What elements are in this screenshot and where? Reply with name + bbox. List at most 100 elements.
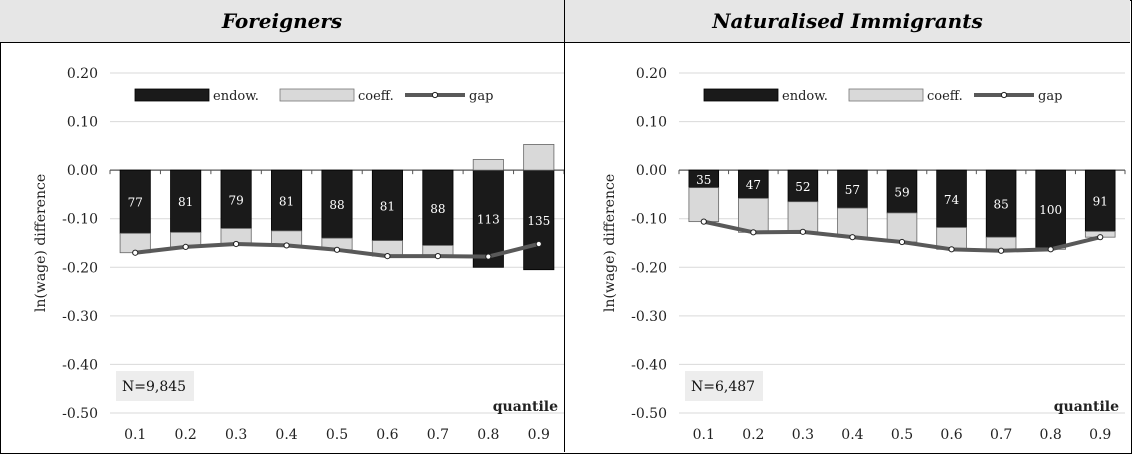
- gap-point: [849, 234, 856, 241]
- endow-bar: [837, 169, 868, 209]
- endow-bar: [738, 169, 769, 199]
- gap-point: [998, 247, 1005, 254]
- panel-title: Naturalised Immigrants: [565, 0, 1130, 43]
- panel-title: Foreigners: [0, 0, 564, 43]
- bar-value-label: 77: [128, 196, 143, 210]
- gap-point: [799, 228, 806, 235]
- y-tick-label: -0.40: [62, 357, 98, 373]
- endow-bar: [119, 169, 151, 234]
- y-tick-label: -0.30: [62, 309, 98, 325]
- y-tick-label: 0.00: [636, 163, 667, 179]
- sample-size-annotation: N=9,845: [122, 379, 186, 395]
- legend-label: endow.: [782, 89, 828, 104]
- bar-value-label: 52: [795, 180, 810, 194]
- gap-point: [535, 240, 542, 248]
- gap-point: [485, 253, 492, 260]
- x-tick-label: 0.8: [1040, 427, 1062, 443]
- coeff-bar: [787, 201, 819, 233]
- bar-value-label: 81: [279, 195, 294, 209]
- x-tick-label: 0.8: [477, 427, 499, 443]
- x-tick-label: 0.7: [427, 427, 449, 443]
- x-tick-label: 0.2: [742, 427, 764, 443]
- coeff-bar: [688, 187, 720, 223]
- bar-value-label: 79: [228, 193, 243, 207]
- endow-bar: [1035, 169, 1066, 249]
- legend-label: endow.: [213, 89, 259, 104]
- bar-value-label: 85: [993, 198, 1008, 212]
- y-tick-label: -0.20: [631, 260, 667, 276]
- chart-foreigners: 0.20 0.10 0.00 -0.10 -0.20 -0.30 -0.40 -0.50 ln(…: [33, 66, 564, 443]
- endow-bar: [886, 169, 918, 214]
- bar-value-label: 47: [746, 178, 761, 192]
- bar-value-label: 59: [894, 186, 909, 200]
- y-axis-label: ln(wage) difference: [602, 174, 618, 312]
- bar-value-label: 81: [178, 195, 193, 209]
- gap-point: [898, 238, 906, 246]
- annotation-box: [685, 371, 763, 401]
- x-tick-label: 0.3: [792, 427, 814, 443]
- legend-label: coeff.: [927, 89, 963, 104]
- legend-label: coeff.: [358, 89, 394, 104]
- x-tick-label: 0.6: [376, 427, 398, 443]
- legend-marker-gap: [431, 91, 439, 99]
- x-axis-label: quantile: [493, 399, 558, 415]
- x-tick-label: 0.7: [990, 427, 1012, 443]
- sample-size-annotation: N=6,487: [691, 379, 755, 395]
- gap-point: [750, 229, 757, 236]
- x-tick-label: 0.9: [528, 427, 550, 443]
- gap-point: [233, 240, 240, 248]
- bar-value-label: 74: [944, 193, 960, 207]
- coeff-bar: [738, 197, 769, 233]
- gap-point: [1097, 234, 1104, 241]
- coeff-bar: [523, 144, 555, 171]
- x-tick-label: 0.4: [841, 427, 863, 443]
- chart-naturalised: 0.20 0.10 0.00 -0.10 -0.20 -0.30 -0.40 -0.50 ln(…: [602, 66, 1126, 443]
- x-tick-label: 0.3: [225, 427, 247, 443]
- x-tick-label: 0.6: [940, 427, 962, 443]
- endow-bar: [422, 169, 454, 246]
- x-tick-label: 0.9: [1089, 427, 1111, 443]
- legend-swatch-coeff: [279, 88, 355, 102]
- x-tick-label: 0.5: [326, 427, 348, 443]
- endow-bar: [170, 169, 202, 233]
- bar-value-label: 81: [380, 199, 395, 213]
- y-tick-label: -0.20: [62, 260, 98, 276]
- x-tick-label: 0.5: [891, 427, 913, 443]
- gap-point: [1047, 246, 1054, 253]
- bar-value-label: 35: [696, 173, 711, 187]
- y-tick-label: -0.40: [631, 357, 667, 373]
- y-tick-label: -0.50: [631, 406, 667, 422]
- y-tick-label: 0.20: [636, 66, 667, 82]
- y-tick-label: 0.00: [67, 163, 98, 179]
- endow-bar: [220, 169, 252, 229]
- gap-point: [283, 242, 290, 249]
- panel-foreigners: Foreigners 0.20 0.10 0.00 -0.10 -0.20 -0.30 -0…: [0, 0, 565, 452]
- coeff-bar: [886, 212, 918, 243]
- endow-bar: [321, 169, 353, 239]
- legend-label: gap: [469, 89, 493, 104]
- x-tick-label: 0.1: [693, 427, 715, 443]
- bar-value-label: 88: [329, 198, 344, 212]
- x-tick-label: 0.2: [175, 427, 197, 443]
- legend-marker-gap: [1000, 91, 1008, 99]
- y-tick-label: 0.10: [67, 115, 98, 131]
- gap-point: [948, 246, 955, 253]
- gap-point: [700, 218, 707, 225]
- endow-bar: [787, 169, 819, 203]
- legend-label: gap: [1038, 89, 1062, 104]
- bar-value-label: 113: [477, 213, 500, 227]
- bar-value-label: 88: [430, 202, 445, 216]
- x-tick-label: 0.1: [124, 427, 146, 443]
- bar-value-label: 100: [1039, 203, 1062, 217]
- panel-naturalised: Naturalised Immigrants 0.20 0.10 0.00 -0.10…: [565, 0, 1130, 452]
- x-axis-label: quantile: [1054, 399, 1119, 415]
- endow-bar: [271, 169, 303, 232]
- bar-value-label: 135: [527, 214, 550, 228]
- y-axis-label: ln(wage) difference: [33, 174, 49, 312]
- gap-point: [384, 253, 391, 260]
- legend-swatch-endow: [703, 88, 779, 102]
- y-tick-label: -0.50: [62, 406, 98, 422]
- y-tick-label: 0.20: [67, 66, 98, 82]
- coeff-bar: [472, 159, 504, 171]
- gap-point: [434, 253, 441, 260]
